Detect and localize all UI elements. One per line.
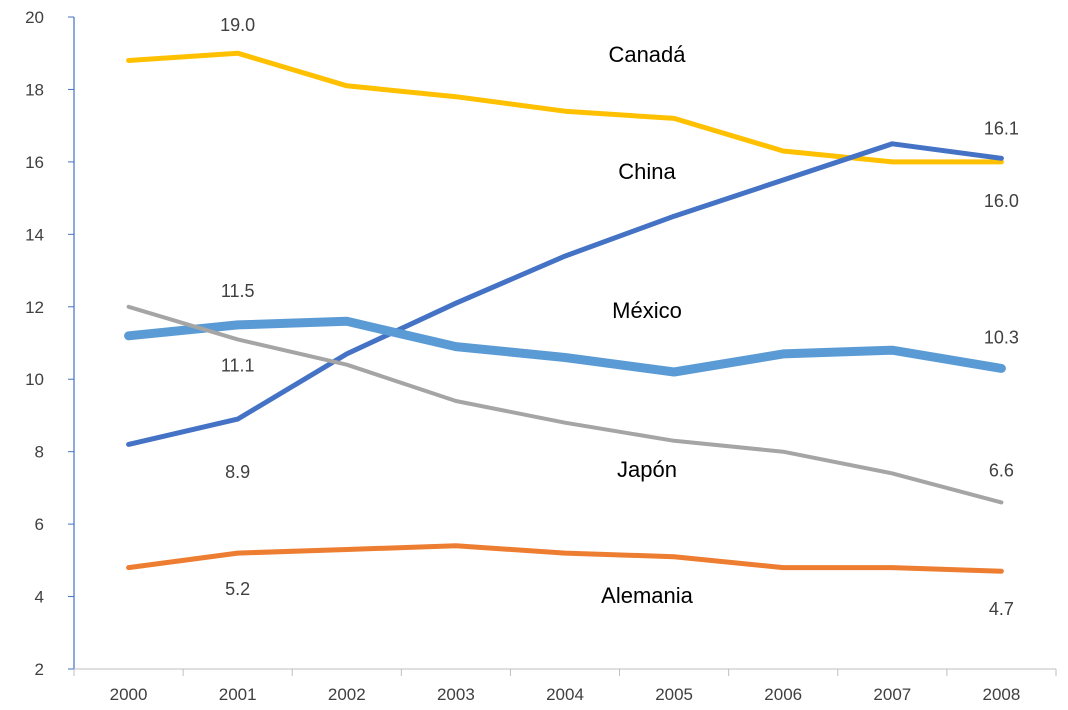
data-label: 19.0 xyxy=(220,15,255,35)
series-line-china xyxy=(126,141,1004,447)
y-tick-label: 20 xyxy=(25,8,44,27)
data-label: 16.0 xyxy=(984,191,1019,211)
y-tick-label: 8 xyxy=(35,443,44,462)
series-lines xyxy=(124,50,1006,574)
x-tick-label: 2004 xyxy=(546,685,584,704)
series-name-label: Canadá xyxy=(608,42,686,67)
data-label: 6.6 xyxy=(989,460,1014,480)
x-tick-label: 2001 xyxy=(219,685,257,704)
data-label: 11.1 xyxy=(221,355,255,375)
series-line-mexico xyxy=(124,316,1006,377)
series-line-japon xyxy=(126,304,1004,505)
data-label: 5.2 xyxy=(225,579,250,599)
series-name-label: México xyxy=(612,298,682,323)
series-line-alemania xyxy=(126,543,1004,574)
y-tick-label: 16 xyxy=(25,153,44,172)
y-tick-label: 4 xyxy=(35,588,44,607)
y-tick-label: 6 xyxy=(35,515,44,534)
y-tick-label: 10 xyxy=(25,370,44,389)
series-line-canada xyxy=(126,50,1004,165)
series-name-label: China xyxy=(618,159,676,184)
x-tick-label: 2008 xyxy=(983,685,1021,704)
data-label: 4.7 xyxy=(989,599,1014,619)
data-labels: 19.0 11.5 11.1 8.9 5.2 16.1 16.0 10.3 6.6 4.7 Cana… xyxy=(220,15,1019,619)
y-tick-label: 2 xyxy=(35,660,44,679)
series-name-label: Japón xyxy=(617,457,677,482)
y-tick-label: 14 xyxy=(25,225,44,244)
axes: 2 4 6 8 10 12 14 16 18 20 2000 2001 2002 2003 2004 2005… xyxy=(25,8,1057,704)
x-tick-label: 2000 xyxy=(110,685,148,704)
y-tick-label: 18 xyxy=(25,80,44,99)
x-tick-label: 2003 xyxy=(437,685,475,704)
data-label: 16.1 xyxy=(984,118,1019,138)
series-name-label: Alemania xyxy=(601,583,693,608)
data-label: 8.9 xyxy=(225,462,250,482)
y-tick-label: 12 xyxy=(25,298,44,317)
x-tick-label: 2007 xyxy=(873,685,911,704)
data-label: 10.3 xyxy=(984,327,1019,347)
x-tick-label: 2005 xyxy=(655,685,693,704)
x-tick-label: 2002 xyxy=(328,685,366,704)
x-tick-label: 2006 xyxy=(764,685,802,704)
data-label: 11.5 xyxy=(221,281,255,301)
